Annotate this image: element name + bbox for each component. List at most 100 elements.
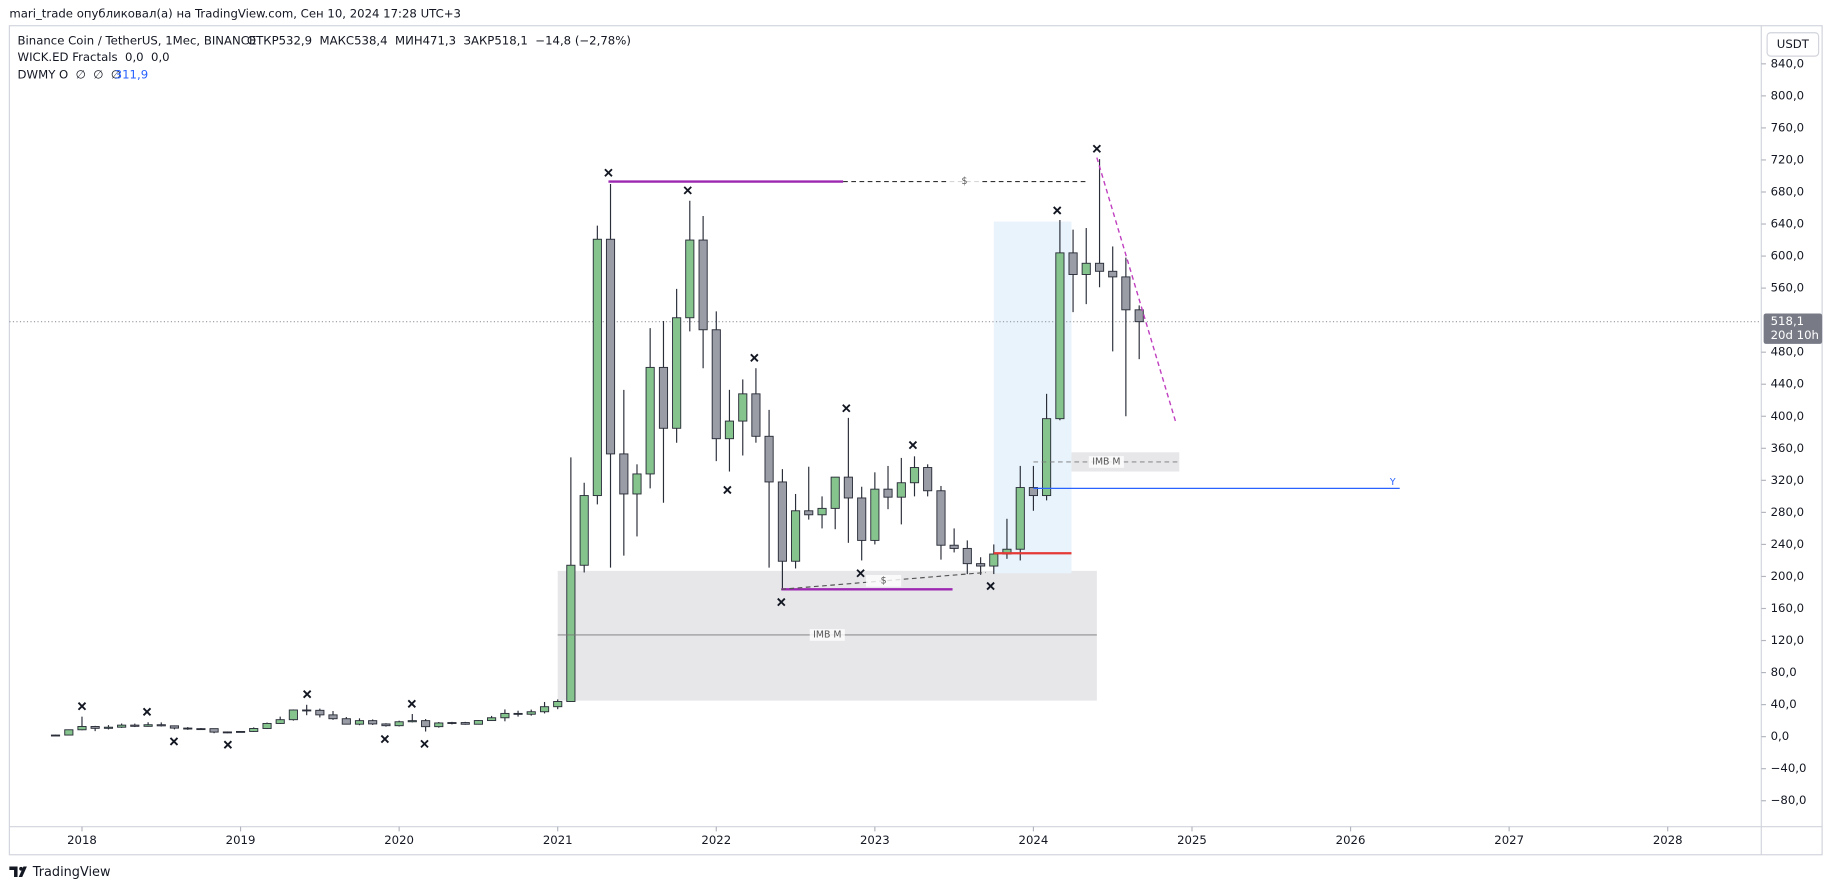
candle-body (513, 712, 523, 715)
candle-body (103, 726, 114, 729)
drawing-label-bg (1088, 456, 1124, 468)
fractal-marker (380, 734, 390, 744)
candle-body (315, 709, 325, 716)
candle-body (64, 729, 74, 736)
candle-body (923, 467, 933, 492)
drawing-label: $ (881, 575, 887, 586)
candle-body (434, 722, 444, 728)
plot: −80,0 −40,0 0,0 40,0 80,0 120,0 160,0 200,0 240,… (9, 56, 1806, 847)
y-tick-label: 720,0 (1771, 152, 1804, 166)
fractal-marker (777, 597, 786, 607)
candle-body (328, 714, 338, 720)
last-price-label: 518,1 (1771, 314, 1804, 328)
candle-body (196, 728, 206, 731)
publish-line: mari_trade опубликовал(а) на TradingView… (9, 7, 461, 21)
candle-body (1042, 418, 1052, 497)
candle-body (302, 709, 312, 712)
candle-body (394, 721, 404, 727)
currency-label[interactable]: USDT (1777, 37, 1810, 51)
candle-body (90, 726, 100, 729)
countdown-label: 20d 10h (1771, 328, 1819, 342)
ohlc-legend: ОТКР532,9 МАКС538,4 МИН471,3 ЗАКР518,1 −… (247, 33, 631, 47)
candle-body (843, 476, 853, 499)
currency-button[interactable] (1766, 32, 1820, 57)
candle-body (1028, 487, 1038, 497)
candle-body (460, 722, 470, 725)
fractal-marker (407, 699, 416, 708)
candle-body (156, 724, 166, 727)
candle-body (235, 730, 246, 733)
y-tick-label: −40,0 (1771, 761, 1807, 775)
candle-body (143, 724, 153, 727)
candle-body (1055, 252, 1065, 420)
y-tick-label: 840,0 (1771, 56, 1804, 70)
fractal-marker (856, 569, 865, 578)
fractal-marker (986, 581, 995, 591)
candle-body (830, 476, 840, 509)
candle-body (539, 706, 550, 713)
fractal-marker (604, 168, 613, 177)
x-tick-label: 2025 (1177, 833, 1207, 847)
candle-body (909, 467, 920, 484)
candle-body (50, 734, 61, 737)
fractal-marker (842, 404, 851, 413)
candle-body (632, 473, 642, 495)
y-tick-label: 640,0 (1771, 217, 1804, 231)
logo-icon (9, 866, 27, 877)
candle-body (989, 553, 999, 567)
candle-body (751, 393, 761, 437)
candle-body (487, 717, 497, 722)
candle-body (645, 366, 655, 475)
candle-body (1134, 309, 1144, 323)
fractal-marker (750, 353, 759, 362)
candle-body (896, 482, 906, 498)
fractal-marker (1053, 206, 1062, 215)
x-tick-label: 2020 (384, 833, 414, 847)
candle-body (275, 719, 285, 724)
fractal-marker (223, 740, 233, 749)
candle-body (1015, 487, 1025, 550)
drawing-label-bg (946, 175, 982, 188)
drawing-label: IMB M (1092, 456, 1120, 467)
candle-body (1094, 262, 1105, 272)
x-tick-label: 2019 (226, 833, 256, 847)
symbol: Binance Coin / TetherUS, 1Мес, BINANCE (18, 33, 257, 47)
candle-body (341, 718, 351, 725)
candle-body (130, 724, 140, 727)
y-tick-label: 320,0 (1771, 473, 1804, 487)
candle-body (962, 547, 972, 565)
y-tick-label: 40,0 (1771, 697, 1797, 711)
candle-body (368, 720, 378, 725)
candle-body (526, 711, 536, 715)
y-tick-label: 120,0 (1771, 633, 1804, 647)
fractal-marker (908, 440, 918, 450)
candle-body (249, 728, 259, 732)
y-tick-label: 80,0 (1771, 665, 1797, 679)
candle-body (936, 490, 946, 546)
drawing-label-bg (866, 575, 902, 587)
candle-body (685, 239, 695, 319)
y-tick-label: 440,0 (1771, 377, 1804, 391)
candle-body (764, 435, 774, 483)
candle-body (262, 722, 272, 729)
candle-body (619, 453, 629, 495)
candle-body (169, 725, 180, 729)
candle-body (724, 420, 735, 440)
drawing-label: IMB M (813, 629, 841, 640)
candle-body (976, 563, 986, 567)
candle-body (381, 723, 391, 727)
candle-body (791, 510, 801, 562)
last-price-box (1763, 313, 1823, 344)
candle-body (777, 481, 787, 562)
candle-body (579, 495, 589, 566)
fractal-marker (77, 702, 87, 711)
x-tick-label: 2018 (67, 833, 97, 847)
y-tick-label: 760,0 (1771, 120, 1804, 134)
candle-body (1121, 276, 1131, 311)
candle-body (870, 488, 880, 541)
candle-body (288, 709, 298, 721)
x-tick-label: 2021 (543, 833, 573, 847)
fractal-marker (420, 739, 429, 749)
fractal-marker (683, 186, 692, 195)
